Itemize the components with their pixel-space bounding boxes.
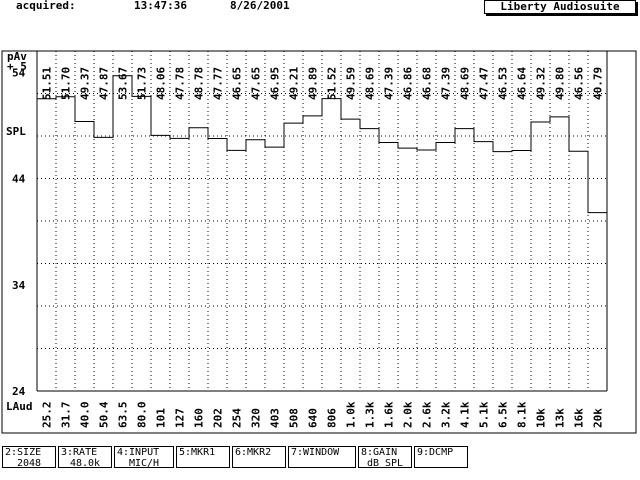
value-label: 49.89 (307, 67, 320, 100)
softkey-window-label: 7:WINDOW (291, 447, 340, 458)
value-label: 46.56 (573, 67, 586, 100)
acquired-date: 8/26/2001 (230, 0, 290, 12)
y-tick-labels: 54 44 34 24 (12, 66, 26, 398)
value-label: 49.21 (288, 67, 301, 100)
softkey-dcmp-label: 9:DCMP (417, 447, 454, 458)
value-label: 47.65 (250, 67, 263, 100)
softkey-mkr2-label: 6:MKR2 (235, 447, 272, 458)
spl-chart: 54 44 34 24 51.51 51.70 49.37 47.87 53.67 51.73 4… (1, 50, 637, 434)
x-tick-label: 320 (250, 408, 263, 428)
softkey-input-label: 4:INPUT (117, 447, 160, 458)
spl-series-line (37, 75, 608, 391)
acquired-label: acquired: (16, 0, 76, 12)
softkey-size[interactable]: 2:SIZE 2048 (2, 446, 56, 469)
y-axis-label: SPL (6, 125, 26, 138)
softkey-rate-label: 3:RATE (61, 447, 98, 458)
softkey-input-value: MIC/H (128, 458, 160, 469)
value-label: 53.67 (117, 67, 130, 100)
value-labels: 51.51 51.70 49.37 47.87 53.67 51.73 48.06 47.78… (41, 67, 605, 100)
value-label: 51.70 (60, 67, 73, 100)
x-tick-label: 640 (307, 408, 320, 428)
x-tick-label: 127 (174, 408, 187, 428)
app-title-badge: Liberty Audiosuite (484, 0, 636, 14)
x-axis-label: LAud (6, 400, 33, 413)
x-tick-label: 101 (155, 408, 168, 428)
value-label: 46.95 (269, 67, 282, 100)
x-tick-label: 8.1k (516, 401, 529, 428)
value-label: 47.47 (478, 67, 491, 100)
acquired-time: 13:47:36 (134, 0, 187, 12)
value-label: 47.39 (383, 67, 396, 100)
softkey-gain[interactable]: 8:GAIN dB SPL (358, 446, 412, 469)
value-label: 46.86 (402, 67, 415, 100)
x-tick-label: 25.2 (41, 402, 54, 429)
softkey-mkr2[interactable]: 6:MKR2 (232, 446, 286, 468)
value-label: 49.59 (345, 67, 358, 100)
softkey-size-value: 2048 (16, 458, 42, 469)
softkey-mkr1-label: 5:MKR1 (179, 447, 216, 458)
value-label: 47.87 (98, 67, 111, 100)
value-label: 46.65 (231, 67, 244, 100)
value-label: 46.64 (516, 67, 529, 100)
x-tick-label: 80.0 (136, 402, 149, 429)
x-tick-label: 63.5 (117, 402, 130, 429)
top-left-label: pAv (7, 50, 27, 63)
value-label: 49.37 (79, 67, 92, 100)
x-tick-label: 806 (326, 408, 339, 428)
x-tick-label: 508 (288, 408, 301, 428)
value-label: 46.53 (497, 67, 510, 100)
x-tick-label: 10k (535, 408, 548, 428)
x-tick-label: 31.7 (60, 402, 73, 429)
x-tick-label: 13k (554, 408, 567, 428)
y-tick-label: 54 (12, 66, 26, 79)
value-label: 46.68 (421, 67, 434, 100)
x-tick-label: 2.0k (402, 401, 415, 428)
value-label: 51.73 (136, 67, 149, 100)
chart-frame (1, 50, 637, 434)
value-label: 49.80 (554, 67, 567, 100)
x-tick-label: 2.6k (421, 401, 434, 428)
value-label: 51.51 (41, 67, 54, 100)
softkey-size-label: 2:SIZE (5, 447, 42, 458)
softkey-rate[interactable]: 3:RATE 48.0k (58, 446, 112, 469)
x-tick-label: 50.4 (98, 401, 111, 428)
value-label: 40.79 (592, 67, 605, 100)
x-tick-label: 1.3k (364, 401, 377, 428)
x-tick-label: 5.1k (478, 401, 491, 428)
softkey-gain-label: 8:GAIN (361, 447, 398, 458)
value-label: 47.78 (174, 67, 187, 100)
softkey-rate-value: 48.0k (69, 458, 101, 469)
softkey-window[interactable]: 7:WINDOW (288, 446, 356, 468)
x-tick-label: 4.1k (459, 401, 472, 428)
value-label: 49.32 (535, 67, 548, 100)
gridlines (37, 51, 607, 392)
value-label: 47.77 (212, 67, 225, 100)
x-tick-label: 3.2k (440, 401, 453, 428)
top-left-sub: + 5 (7, 60, 27, 73)
x-tick-label: 20k (592, 408, 605, 428)
x-tick-label: 1.0k (345, 401, 358, 428)
x-tick-label: 1.6k (383, 401, 396, 428)
x-tick-label: 202 (212, 408, 225, 428)
softkey-dcmp[interactable]: 9:DCMP (414, 446, 468, 468)
y-tick-label: 44 (12, 173, 26, 186)
y-tick-label: 24 (12, 385, 26, 398)
x-tick-label: 403 (269, 408, 282, 428)
x-tick-label: 254 (231, 408, 244, 428)
softkey-input[interactable]: 4:INPUT MIC/H (114, 446, 174, 469)
x-tick-labels: 25.2 31.7 40.0 50.4 63.5 80.0 101 127 160 202 254 3… (41, 401, 605, 428)
x-tick-label: 16k (573, 408, 586, 428)
value-label: 51.52 (326, 67, 339, 100)
x-tick-label: 40.0 (79, 402, 92, 429)
softkey-gain-value: dB SPL (366, 458, 404, 469)
value-label: 48.69 (459, 67, 472, 100)
value-label: 48.78 (193, 67, 206, 100)
x-tick-label: 160 (193, 408, 206, 428)
value-label: 47.39 (440, 67, 453, 100)
value-label: 48.69 (364, 67, 377, 100)
y-tick-label: 34 (12, 279, 26, 292)
softkey-mkr1[interactable]: 5:MKR1 (176, 446, 230, 468)
x-tick-label: 6.5k (497, 401, 510, 428)
value-label: 48.06 (155, 67, 168, 100)
